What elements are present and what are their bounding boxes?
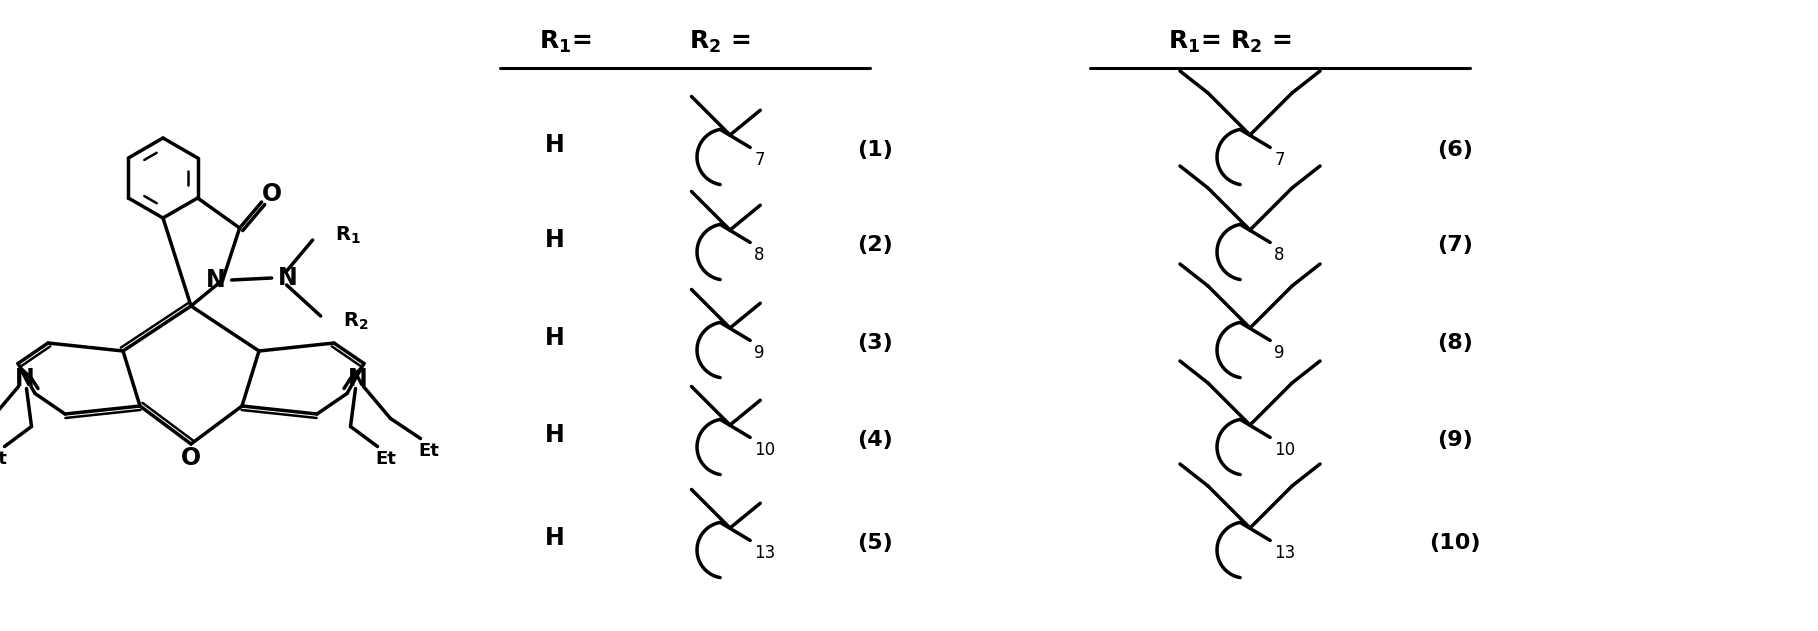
Text: N: N	[278, 266, 298, 290]
Text: O: O	[262, 182, 282, 206]
Text: N: N	[347, 367, 367, 391]
Text: $\mathbf{R_1}$= $\mathbf{R_2}$ =: $\mathbf{R_1}$= $\mathbf{R_2}$ =	[1169, 29, 1291, 55]
Text: N: N	[205, 268, 225, 292]
Text: H: H	[545, 228, 565, 252]
Text: Et: Et	[418, 442, 438, 459]
Text: (1): (1)	[856, 140, 893, 160]
Text: H: H	[545, 326, 565, 350]
Text: 13: 13	[754, 545, 776, 562]
Text: Et: Et	[375, 449, 396, 468]
Text: $\mathbf{R_2}$ =: $\mathbf{R_2}$ =	[689, 29, 751, 55]
Text: 8: 8	[754, 247, 765, 264]
Text: 9: 9	[754, 345, 765, 362]
Text: 7: 7	[754, 151, 765, 170]
Text: (9): (9)	[1436, 430, 1473, 450]
Text: 13: 13	[1274, 545, 1296, 562]
Text: $\mathbf{R_2}$: $\mathbf{R_2}$	[342, 310, 369, 332]
Text: (2): (2)	[856, 235, 893, 255]
Text: $\mathbf{R_1}$=: $\mathbf{R_1}$=	[538, 29, 591, 55]
Text: O: O	[182, 446, 202, 470]
Text: H: H	[545, 423, 565, 447]
Text: 10: 10	[754, 442, 774, 459]
Text: H: H	[545, 526, 565, 550]
Text: (5): (5)	[856, 533, 893, 553]
Text: 9: 9	[1274, 345, 1285, 362]
Text: 7: 7	[1274, 151, 1285, 170]
Text: H: H	[545, 133, 565, 157]
Text: (10): (10)	[1429, 533, 1480, 553]
Text: (8): (8)	[1436, 333, 1473, 353]
Text: Et: Et	[0, 449, 7, 468]
Text: $\mathbf{R_1}$: $\mathbf{R_1}$	[335, 225, 360, 245]
Text: (4): (4)	[856, 430, 893, 450]
Text: (3): (3)	[856, 333, 893, 353]
Text: 8: 8	[1274, 247, 1285, 264]
Text: N: N	[15, 367, 35, 391]
Text: (7): (7)	[1436, 235, 1473, 255]
Text: 10: 10	[1274, 442, 1294, 459]
Text: (6): (6)	[1436, 140, 1473, 160]
